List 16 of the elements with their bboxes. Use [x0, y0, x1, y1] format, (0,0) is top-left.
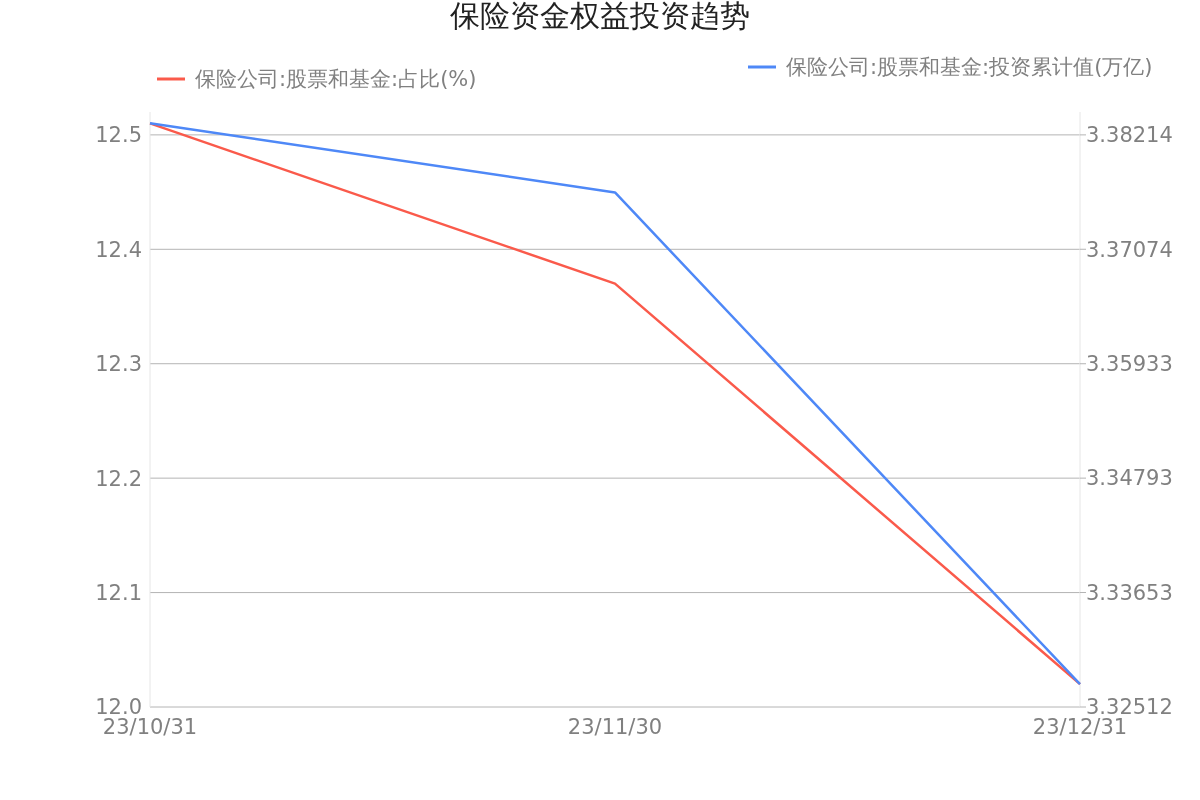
y-tick-label: 12.2 — [95, 466, 142, 491]
y-tick-label: 12.5 — [95, 123, 142, 148]
y2-tick-label: 3.37074 — [1086, 237, 1173, 262]
x-tick-label: 23/11/30 — [567, 715, 663, 739]
y2-tick-label: 3.35933 — [1086, 352, 1173, 377]
y2-tick-label: 3.33653 — [1086, 580, 1173, 605]
x-tick-label: 23/10/31 — [102, 715, 198, 739]
y-tick-label: 12.3 — [95, 352, 142, 377]
legend-label: 保险公司:股票和基金:占比(%) — [195, 67, 477, 92]
x-tick-label: 23/12/31 — [1032, 715, 1128, 739]
y2-tick-label: 3.34793 — [1086, 466, 1173, 491]
legend-label: 保险公司:股票和基金:投资累计值(万亿) — [786, 55, 1153, 80]
y-tick-label: 12.1 — [95, 580, 142, 605]
y2-tick-label: 3.38214 — [1086, 123, 1173, 148]
y-tick-label: 12.4 — [95, 237, 142, 262]
chart-title: 保险资金权益投资趋势 — [450, 0, 750, 33]
